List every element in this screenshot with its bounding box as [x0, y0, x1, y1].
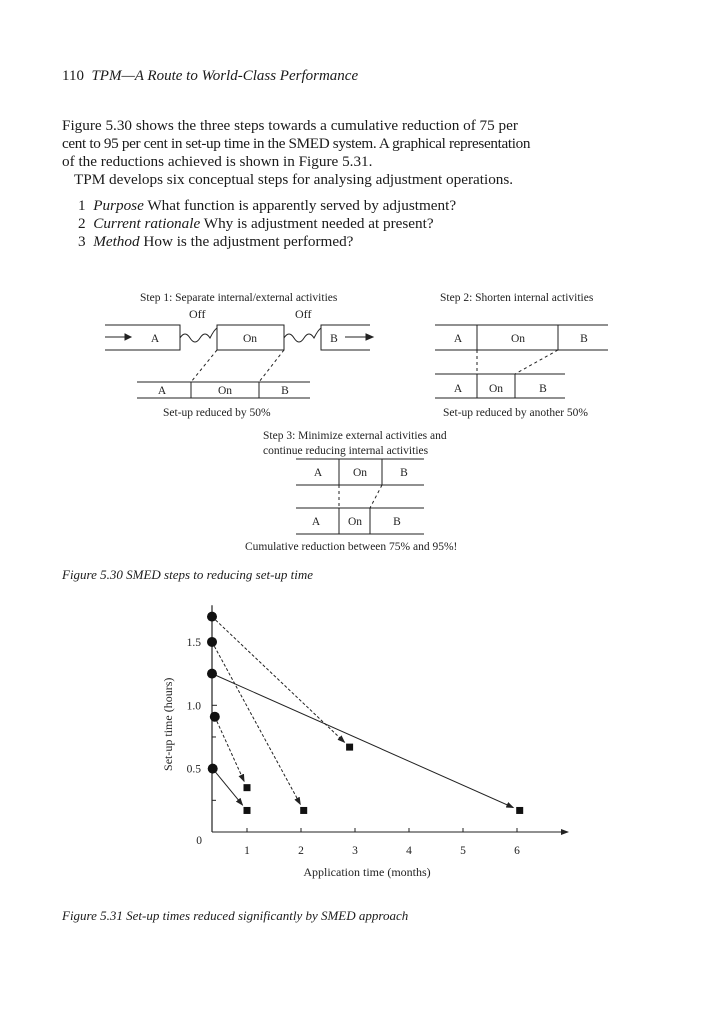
- x-tick-label: 5: [460, 845, 466, 857]
- start-point: [207, 611, 217, 622]
- diagram-label: B: [400, 467, 408, 479]
- x-tick-label: 3: [352, 845, 358, 857]
- end-point: [300, 806, 308, 814]
- data-link: [211, 673, 515, 809]
- body-line: TPM develops six conceptual steps for an…: [74, 171, 514, 188]
- x-tick-label: 2: [298, 845, 304, 857]
- diagram-label: B: [330, 333, 338, 345]
- step3-title: continue reducing internal activities: [263, 445, 429, 457]
- start-point: [207, 763, 218, 774]
- diagram-label: A: [158, 385, 167, 397]
- step2-title: Step 2: Shorten internal activities: [440, 292, 594, 304]
- list-item: 3 Method How is the adjustment performed…: [78, 233, 354, 250]
- smed-steps-diagram: Step 1: Separate internal/external activ…: [105, 292, 608, 553]
- diagram-label: B: [281, 385, 289, 397]
- step2-caption: Set-up reduced by another 50%: [443, 407, 588, 419]
- end-point: [346, 743, 354, 751]
- x-tick-label: 6: [514, 845, 520, 857]
- diagram-label: On: [353, 467, 367, 479]
- step1-caption: Set-up reduced by 50%: [163, 407, 271, 419]
- list-item: 2 Current rationale Why is adjustment ne…: [78, 215, 434, 232]
- diagram-label: B: [580, 333, 588, 345]
- off-label: Off: [189, 307, 205, 321]
- setup-time-chart: 1 2 3 4 5 6 0 0.5 1.0 1.5 Application time (months…: [161, 605, 569, 879]
- data-link: [212, 768, 244, 806]
- end-point: [243, 806, 251, 814]
- body-line: of the reductions achieved is shown in F…: [62, 153, 373, 170]
- data-link: [211, 641, 301, 806]
- start-point: [207, 668, 217, 679]
- y-tick-label: 0: [196, 835, 202, 847]
- end-point: [516, 806, 524, 814]
- step3-caption: Cumulative reduction between 75% and 95%…: [245, 541, 457, 553]
- diagram-label: B: [539, 383, 547, 395]
- step3-title: Step 3: Minimize external activities and: [263, 430, 447, 442]
- y-tick-label: 1.0: [187, 700, 202, 712]
- diagram-label: On: [348, 516, 362, 528]
- diagram-label: On: [218, 385, 232, 397]
- diagram-label: On: [511, 333, 525, 345]
- diagram-label: On: [489, 383, 503, 395]
- figure-caption: Figure 5.31 Set-up times reduced signifi…: [62, 908, 409, 923]
- page-number: 110: [62, 68, 84, 84]
- body-line: cent to 95 per cent in set-up time in th…: [62, 135, 531, 152]
- diagram-label: A: [314, 467, 323, 479]
- off-label: Off: [295, 307, 311, 321]
- start-point: [207, 636, 217, 647]
- diagram-label: A: [454, 333, 463, 345]
- start-point: [209, 711, 220, 722]
- data-link: [214, 716, 245, 783]
- diagram-label: B: [393, 516, 401, 528]
- y-axis-label: Set-up time (hours): [161, 678, 175, 771]
- diagram-label: A: [151, 333, 160, 345]
- diagram-label: A: [454, 383, 463, 395]
- data-link: [211, 616, 346, 743]
- x-axis-label: Application time (months): [303, 865, 430, 879]
- y-tick-label: 1.5: [187, 637, 202, 649]
- list-item: 1 Purpose What function is apparently se…: [78, 197, 457, 214]
- end-point: [243, 784, 251, 792]
- diagram-label: On: [243, 333, 257, 345]
- figure-caption: Figure 5.30 SMED steps to reducing set-u…: [62, 567, 314, 582]
- x-tick-label: 4: [406, 845, 412, 857]
- body-line: Figure 5.30 shows the three steps toward…: [62, 117, 518, 134]
- x-tick-label: 1: [244, 845, 250, 857]
- running-header: 110 TPM—A Route to World-Class Performan…: [62, 68, 358, 85]
- step1-title: Step 1: Separate internal/external activ…: [140, 292, 338, 304]
- y-tick-label: 0.5: [187, 764, 202, 776]
- diagram-label: A: [312, 516, 321, 528]
- running-title: TPM—A Route to World-Class Performance: [91, 68, 359, 84]
